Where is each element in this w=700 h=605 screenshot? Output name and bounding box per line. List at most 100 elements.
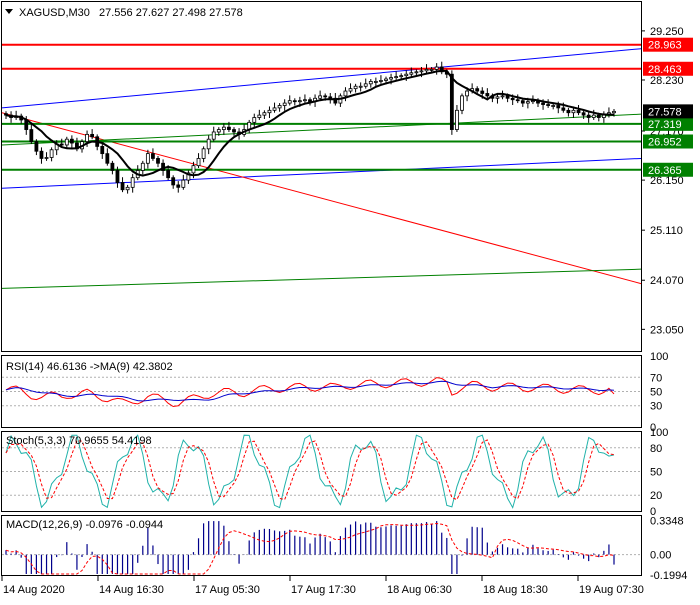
candle-body [404,73,409,77]
candle-body [287,100,292,104]
macd-tick-label: 0.3348 [650,516,684,528]
price-tick-label: 23.050 [650,324,684,336]
candle-body [29,129,34,143]
candle-body [373,81,378,83]
candle-body [105,153,110,164]
candle-body [262,112,267,116]
candle-body [181,179,186,188]
level-label: 28.463 [648,64,682,76]
candle-body [475,88,480,92]
candle-body [333,97,338,104]
candle-body [455,109,459,130]
symbol-label: XAGUSD,M30 [19,7,90,19]
time-tick-label: 18 Aug 18:30 [483,584,548,596]
stoch-tick-label: 100 [650,427,668,439]
level-label-bg [643,61,693,76]
candle-body [566,109,571,114]
candle-body [125,186,130,191]
candle-body [171,177,176,186]
candle-body [541,102,545,105]
time-tick-label: 18 Aug 06:30 [387,584,452,596]
candle-body [591,114,596,118]
candle-body [252,117,257,123]
current-price-bg [643,104,693,119]
stoch-d-line [5,439,615,501]
candle-body [130,177,135,188]
candle-body [257,114,262,118]
candle-body [389,77,393,80]
candle-body [206,138,211,150]
candle-body [272,107,277,111]
candle-body [328,96,333,99]
candle-body [277,105,282,109]
trend-line [1,113,642,146]
candle-body [191,165,196,174]
candle-body [561,107,566,111]
level-label-bg [643,37,693,52]
candle-body [363,83,368,87]
candle-body [100,146,105,155]
candle-body [449,73,454,130]
candle-body [556,105,561,109]
stoch-tick-label: 0 [650,506,656,518]
level-label: 27.319 [648,119,682,131]
candle-body [115,170,120,183]
candle-body [44,157,49,159]
candle-body [196,158,201,167]
candle-body [525,101,530,104]
candle-body [49,149,54,158]
candle-body [39,150,44,159]
candle-body [596,114,601,118]
candle-body [429,68,434,71]
trend-line [1,268,642,289]
rsi-tick-label: 100 [650,351,668,363]
trend-line [1,157,642,189]
time-tick-label: 17 Aug 17:30 [291,584,356,596]
candle-body [546,104,551,106]
candle-body [151,153,155,159]
candle-body [59,143,64,146]
candle-body [120,182,125,191]
macd-signal-line [5,522,615,575]
candle-body [69,138,74,144]
rsi-label: RSI(14) 46.6136 ->MA(9) 42.3802 [6,361,173,373]
candle-body [500,95,505,98]
candle-body [297,100,302,103]
candle-body [267,109,272,114]
candle-body [64,138,69,146]
candle-body [368,81,373,85]
candle-body [399,75,404,78]
price-tick-label: 26.150 [650,175,684,187]
price-panel [1,1,642,352]
ohlc-readout: 27.556 27.627 27.498 27.578 [99,7,243,19]
level-label-bg [643,162,693,177]
candle-body [394,76,399,79]
candle-body [348,88,353,92]
time-tick-label: 14 Aug 2020 [3,584,65,596]
candle-body [166,170,171,179]
candle-body [358,85,363,88]
candle-body [282,102,287,106]
symbol-dropdown-icon[interactable] [5,9,13,14]
macd-label: MACD(12,26,9) -0.0976 -0.0944 [6,519,163,531]
candle-body [221,126,226,130]
rsi-tick-label: 0 [650,422,656,434]
level-label: 26.365 [648,165,682,177]
candle-body [612,110,616,114]
candle-body [176,184,181,188]
candle-body [216,129,221,133]
macd-tick-label: 0.00 [650,550,671,562]
stoch-k-line [5,434,615,509]
current-price-label: 27.578 [648,106,682,118]
candle-body [480,90,485,94]
stoch-tick-label: 80 [650,443,662,455]
level-label: 28.963 [648,40,682,52]
candle-body [140,162,145,171]
candle-body [505,95,510,99]
rsi-line [5,377,615,408]
rsi-tick-label: 30 [650,401,662,413]
stoch-tick-label: 50 [650,467,662,479]
rsi-ma-line [5,380,615,402]
